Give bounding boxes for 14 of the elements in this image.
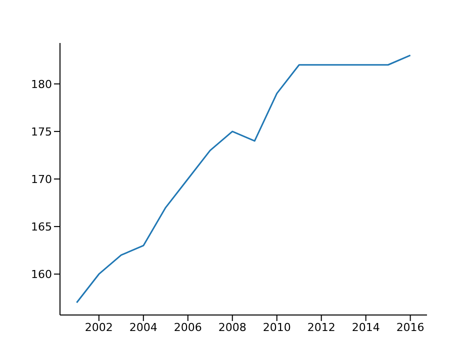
x-tick-label: 2012 [307,320,336,334]
y-tick-label: 180 [31,78,52,91]
y-tick-label: 165 [31,220,52,234]
x-tick-label: 2016 [396,320,424,334]
line-series [76,54,412,304]
x-tick-label: 2014 [352,320,380,334]
x-tick-label: 2006 [174,320,202,334]
y-tick-label: 175 [31,125,52,138]
x-tick-label: 2002 [84,320,113,334]
x-tick-label: 2010 [262,320,291,334]
x-tick-label: 2004 [129,320,158,334]
y-tick-label: 170 [31,172,52,186]
y-tick-label: 160 [31,268,52,282]
x-tick-label: 2008 [218,320,246,334]
